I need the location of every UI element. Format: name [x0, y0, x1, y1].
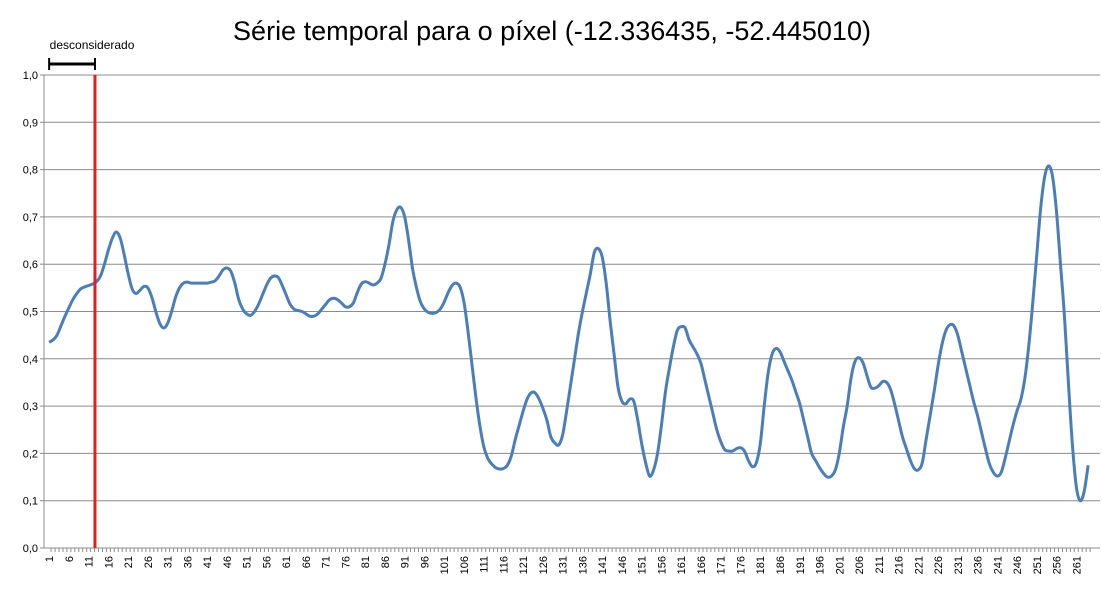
x-tick-label: 81: [360, 556, 372, 568]
x-tick-label: 66: [301, 556, 313, 568]
y-tick-label: 1,0: [23, 70, 38, 82]
x-tick-label: 11: [84, 556, 96, 567]
x-tick-label: 211: [874, 556, 886, 574]
data-line: [48, 164, 1090, 503]
x-tick-label: 51: [242, 556, 254, 568]
x-tick-label: 1: [44, 556, 56, 562]
x-tick-label: 41: [202, 556, 214, 568]
x-tick-label: 136: [577, 556, 589, 574]
x-tick-label: 61: [281, 556, 293, 568]
x-tick-label: 216: [894, 556, 906, 574]
x-tick-label: 186: [775, 556, 787, 574]
y-tick-label: 0,5: [23, 307, 38, 319]
x-tick-label: 151: [637, 556, 649, 574]
x-tick-label: 181: [755, 556, 767, 574]
x-tick-label: 91: [400, 556, 412, 568]
x-tick-label: 166: [696, 556, 708, 574]
x-tick-label: 121: [518, 556, 530, 574]
x-tick-label: 101: [439, 556, 451, 574]
x-tick-label: 116: [498, 556, 510, 574]
x-tick-label: 176: [735, 556, 747, 574]
annotation: desconsiderado: [50, 38, 135, 52]
chart-title: Série temporal para o píxel (-12.336435,…: [233, 16, 871, 46]
y-tick-label: 0,7: [23, 212, 38, 224]
x-tick-label: 261: [1071, 556, 1083, 574]
x-tick-label: 231: [953, 556, 965, 574]
x-tick-label: 126: [538, 556, 550, 574]
x-tick-label: 141: [597, 556, 609, 574]
x-tick-label: 86: [380, 556, 392, 568]
y-tick-label: 0,8: [23, 165, 38, 177]
y-tick-label: 0,9: [23, 117, 38, 129]
x-tick-label: 246: [1012, 556, 1024, 574]
x-tick-label: 46: [222, 556, 234, 568]
x-tick-label: 236: [973, 556, 985, 574]
x-tick-label: 56: [261, 556, 273, 568]
x-tick-label: 226: [933, 556, 945, 574]
x-tick-label: 206: [854, 556, 866, 574]
x-tick-label: 221: [913, 556, 925, 574]
x-tick-label: 26: [143, 556, 155, 568]
x-tick-label: 201: [834, 556, 846, 574]
x-tick-label: 96: [419, 556, 431, 568]
x-tick-label: 256: [1052, 556, 1064, 574]
x-tick-label: 251: [1032, 556, 1044, 574]
x-tick-label: 196: [815, 556, 827, 574]
x-tick-label: 6: [64, 556, 76, 562]
x-tick-label: 146: [617, 556, 629, 574]
x-tick-label: 156: [656, 556, 668, 574]
x-tick-label: 241: [992, 556, 1004, 574]
x-tick-label: 111: [479, 556, 491, 573]
y-tick-label: 0,0: [23, 543, 38, 555]
x-tick-label: 16: [103, 556, 115, 568]
x-tick-label: 191: [795, 556, 807, 574]
x-tick-label: 21: [123, 556, 135, 568]
y-tick-label: 0,3: [23, 401, 38, 413]
x-tick-label: 171: [716, 556, 728, 574]
y-tick-label: 0,6: [23, 259, 38, 271]
x-tick-label: 131: [558, 556, 570, 574]
y-tick-label: 0,2: [23, 448, 38, 460]
x-tick-label: 76: [340, 556, 352, 568]
y-tick-label: 0,4: [23, 354, 38, 366]
x-tick-label: 106: [459, 556, 471, 574]
x-tick-label: 161: [676, 556, 688, 574]
x-tick-label: 36: [182, 556, 194, 568]
x-tick-label: 31: [163, 556, 175, 568]
y-tick-label: 0,1: [23, 496, 38, 508]
x-tick-label: 71: [321, 556, 333, 568]
